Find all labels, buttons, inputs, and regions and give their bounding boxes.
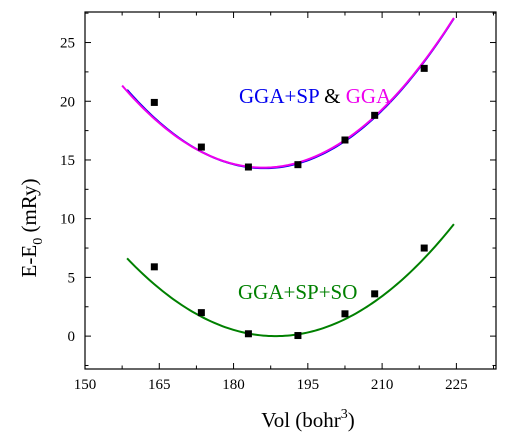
data-point-gga_sp_so_points [244, 330, 252, 338]
data-point-gga_sp_so_points [197, 309, 205, 317]
label-ampersand: & [324, 84, 340, 108]
curve-gga [121, 17, 455, 169]
lower-series-label: GGA+SP+SO [238, 280, 357, 304]
plot-frame-layer [84, 11, 497, 370]
data-point-gga_sp_points [371, 111, 379, 119]
x-tick-label: 180 [222, 377, 245, 393]
y-tick-label: 15 [60, 153, 75, 169]
x-tick-label: 165 [148, 377, 171, 393]
data-point-gga_sp_so_points [294, 332, 302, 340]
label-gga: GGA [346, 84, 392, 108]
data-point-gga_sp_points [294, 161, 302, 169]
data-point-gga_sp_so_points [371, 290, 379, 298]
data-point-gga_sp_points [197, 143, 205, 151]
x-tick-label: 225 [445, 377, 468, 393]
y-tick-label: 25 [60, 36, 75, 52]
curve-gga_sp_so [126, 223, 455, 338]
y-axis-label: E-E0 (mRy) [17, 179, 46, 278]
plot-frame [84, 11, 497, 370]
data-point-gga_sp_points [341, 136, 349, 144]
x-axis-label: Vol (bohr3) [261, 407, 355, 432]
data-point-gga_sp_so_points [420, 244, 428, 252]
data-point-gga_sp_so_points [150, 263, 158, 271]
data-point-gga_sp_so_points [341, 310, 349, 318]
y-tick-label: 20 [60, 94, 75, 110]
x-tick-label: 210 [371, 377, 394, 393]
y-tick-label: 5 [68, 270, 76, 286]
fit-curves [121, 17, 455, 338]
x-tick-label: 195 [297, 377, 320, 393]
data-points [150, 64, 428, 340]
data-point-gga_sp_points [150, 98, 158, 106]
axis-ticks: 150 165 180 195 210 225 0 5 10 15 20 25 [60, 12, 496, 393]
y-tick-label: 0 [68, 329, 76, 345]
data-point-gga_sp_points [244, 163, 252, 171]
label-gga-sp: GGA+SP [239, 84, 319, 108]
data-point-gga_sp_points [420, 64, 428, 72]
x-tick-label: 150 [74, 377, 97, 393]
y-tick-label: 10 [60, 212, 75, 228]
upper-series-label: GGA+SP & GGA [239, 84, 392, 108]
